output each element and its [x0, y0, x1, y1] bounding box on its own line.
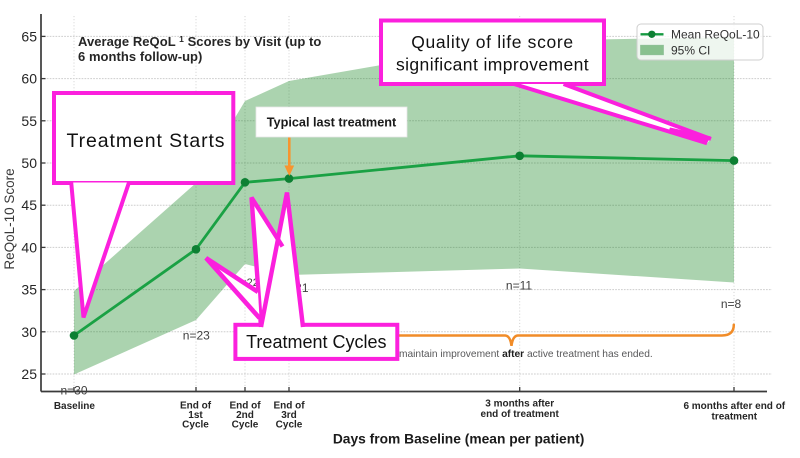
svg-text:2nd: 2nd: [236, 410, 254, 421]
svg-text:ReQoL-10 Score: ReQoL-10 Score: [2, 168, 17, 269]
svg-text:Baseline: Baseline: [54, 401, 96, 412]
svg-text:25: 25: [21, 366, 37, 382]
svg-text:n=30: n=30: [60, 384, 87, 398]
svg-text:n=8: n=8: [721, 297, 742, 311]
svg-text:n=23: n=23: [183, 329, 210, 343]
svg-text:Quality of life score: Quality of life score: [411, 32, 573, 52]
svg-text:Treatment Cycles: Treatment Cycles: [246, 332, 386, 352]
svg-text:6 months after end of: 6 months after end of: [683, 401, 785, 412]
svg-text:n=11: n=11: [506, 279, 532, 293]
svg-text:40: 40: [21, 239, 37, 255]
svg-text:Cycle: Cycle: [232, 419, 259, 430]
svg-text:Mean ReQoL-10: Mean ReQoL-10: [671, 28, 760, 42]
svg-text:End of: End of: [273, 400, 305, 411]
svg-text:maintain improvement after act: maintain improvement after active treatm…: [399, 349, 653, 360]
svg-text:Treatment Starts: Treatment Starts: [67, 130, 226, 152]
svg-text:1st: 1st: [188, 410, 203, 421]
svg-text:End of: End of: [229, 400, 261, 411]
svg-text:95% CI: 95% CI: [671, 43, 710, 57]
svg-text:End of: End of: [180, 400, 212, 411]
svg-text:treatment: treatment: [712, 411, 758, 422]
svg-text:65: 65: [21, 28, 37, 44]
svg-text:35: 35: [21, 282, 37, 298]
svg-text:3 months after: 3 months after: [485, 399, 554, 410]
svg-text:50: 50: [21, 155, 37, 171]
svg-text:30: 30: [21, 324, 37, 340]
svg-text:Cycle: Cycle: [276, 419, 303, 430]
svg-text:end of treatment: end of treatment: [481, 409, 560, 420]
svg-text:Typical last treatment: Typical last treatment: [267, 116, 397, 130]
svg-text:significant improvement: significant improvement: [396, 54, 589, 74]
svg-text:60: 60: [21, 71, 37, 87]
svg-text:Cycle: Cycle: [182, 419, 209, 430]
svg-text:45: 45: [21, 197, 37, 213]
svg-text:Average ReQoL 1 Scores by Visi: Average ReQoL 1 Scores by Visit (up to: [78, 34, 321, 49]
svg-text:55: 55: [21, 113, 37, 129]
svg-text:6 months follow-up): 6 months follow-up): [78, 49, 202, 64]
svg-text:Days from Baseline (mean per p: Days from Baseline (mean per patient): [333, 432, 584, 447]
svg-text:3rd: 3rd: [281, 410, 297, 421]
